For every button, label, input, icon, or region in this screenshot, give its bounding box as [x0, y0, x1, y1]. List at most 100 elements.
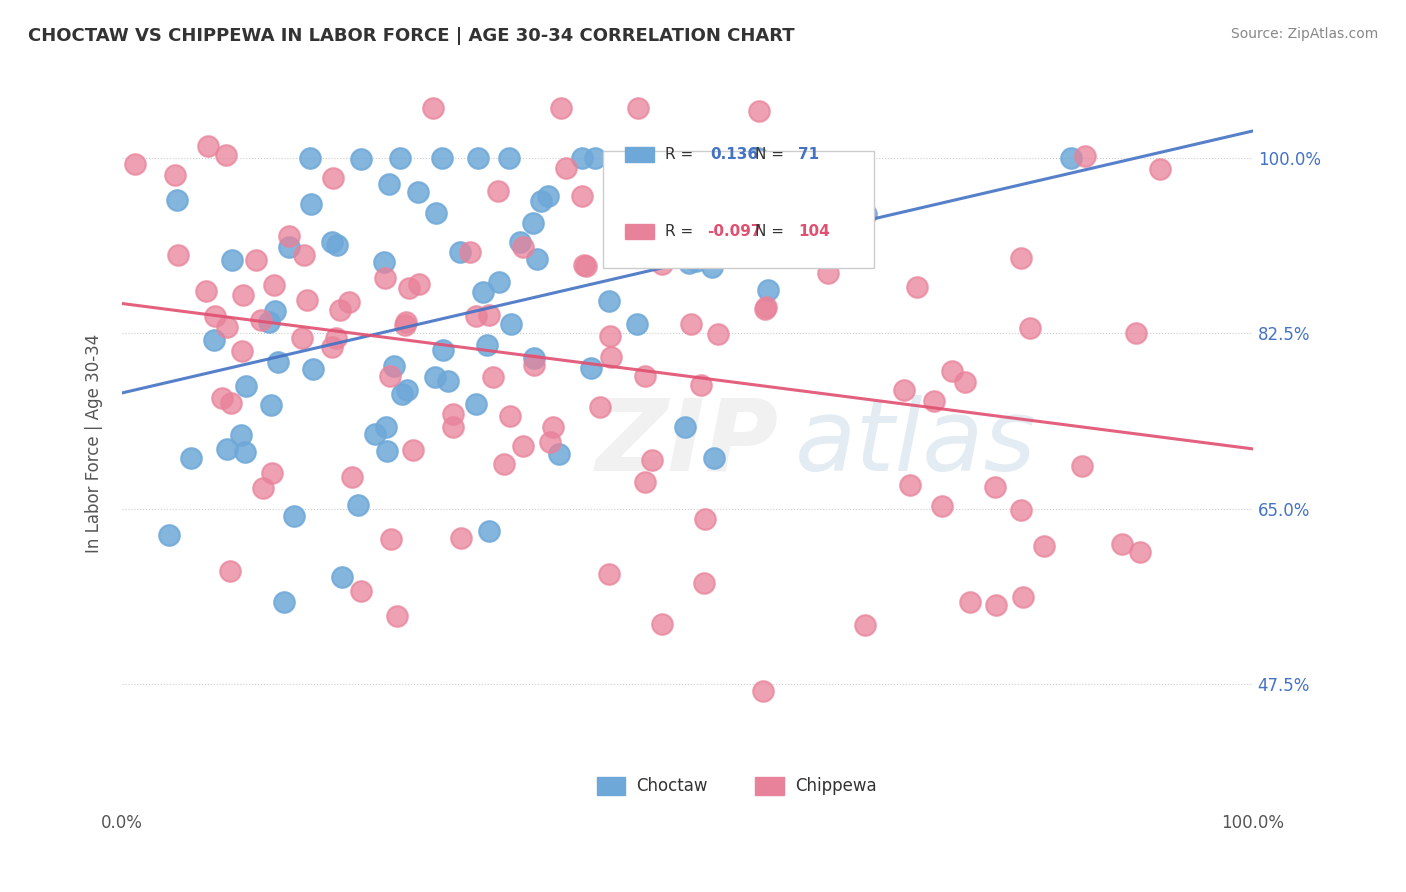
Point: [408, 277, 430, 292]
Point: [983, 479, 1005, 493]
Point: [494, 457, 516, 471]
Point: [817, 266, 839, 280]
Point: [266, 355, 288, 369]
Point: [806, 225, 828, 239]
Point: [523, 351, 546, 366]
Point: [325, 331, 347, 345]
Point: [755, 300, 778, 314]
Point: [373, 254, 395, 268]
Point: [422, 101, 444, 115]
Point: [651, 257, 673, 271]
Point: [425, 206, 447, 220]
Point: [748, 103, 770, 118]
Text: atlas: atlas: [794, 395, 1036, 492]
Text: R =: R =: [665, 147, 693, 161]
Point: [589, 400, 612, 414]
Text: 104: 104: [799, 224, 830, 239]
Point: [953, 375, 976, 389]
Point: [984, 599, 1007, 613]
Point: [232, 288, 254, 302]
Text: N =: N =: [755, 224, 785, 239]
Point: [941, 364, 963, 378]
Point: [754, 301, 776, 316]
Point: [501, 317, 523, 331]
Point: [166, 247, 188, 261]
Point: [1010, 503, 1032, 517]
Point: [231, 428, 253, 442]
Point: [499, 409, 522, 424]
Point: [278, 228, 301, 243]
Point: [157, 528, 180, 542]
Point: [382, 359, 405, 373]
Point: [709, 241, 731, 255]
Point: [194, 284, 217, 298]
Point: [1149, 161, 1171, 176]
Point: [690, 378, 713, 392]
Point: [512, 240, 534, 254]
Point: [486, 184, 509, 198]
Point: [555, 161, 578, 175]
Point: [330, 570, 353, 584]
Point: [347, 498, 370, 512]
Point: [1010, 252, 1032, 266]
Point: [273, 595, 295, 609]
Point: [482, 369, 505, 384]
Text: CHOCTAW VS CHIPPEWA IN LABOR FORCE | AGE 30-34 CORRELATION CHART: CHOCTAW VS CHIPPEWA IN LABOR FORCE | AGE…: [28, 27, 794, 45]
Point: [298, 151, 321, 165]
Point: [432, 343, 454, 358]
Point: [395, 315, 418, 329]
Point: [277, 240, 299, 254]
Point: [641, 453, 664, 467]
Point: [1071, 458, 1094, 473]
Point: [214, 148, 236, 162]
Point: [1129, 545, 1152, 559]
Point: [350, 152, 373, 166]
Point: [673, 420, 696, 434]
Point: [260, 399, 283, 413]
Point: [1074, 149, 1097, 163]
Point: [375, 444, 398, 458]
Point: [1033, 539, 1056, 553]
Point: [217, 442, 239, 457]
Point: [263, 304, 285, 318]
Point: [598, 293, 620, 308]
Point: [204, 309, 226, 323]
Point: [430, 151, 453, 165]
Point: [498, 151, 520, 165]
Point: [1011, 590, 1033, 604]
Point: [458, 244, 481, 259]
Point: [853, 617, 876, 632]
Point: [583, 151, 606, 165]
Point: [245, 252, 267, 267]
Point: [488, 275, 510, 289]
Point: [685, 254, 707, 268]
Point: [402, 442, 425, 457]
Point: [627, 101, 650, 115]
Point: [337, 295, 360, 310]
Point: [326, 237, 349, 252]
Y-axis label: In Labor Force | Age 30-34: In Labor Force | Age 30-34: [86, 334, 103, 553]
Point: [467, 151, 489, 165]
Point: [291, 331, 314, 345]
Point: [252, 481, 274, 495]
Point: [263, 278, 285, 293]
Point: [292, 248, 315, 262]
Text: R =: R =: [665, 224, 693, 239]
Point: [522, 216, 544, 230]
Point: [166, 193, 188, 207]
Point: [756, 283, 779, 297]
Point: [548, 446, 571, 460]
Point: [449, 245, 471, 260]
Point: [423, 370, 446, 384]
Point: [700, 260, 723, 274]
FancyBboxPatch shape: [603, 151, 875, 268]
Point: [1125, 326, 1147, 340]
Point: [1111, 537, 1133, 551]
Point: [572, 258, 595, 272]
Point: [1019, 320, 1042, 334]
Point: [893, 383, 915, 397]
Point: [396, 383, 419, 397]
Point: [340, 470, 363, 484]
Point: [703, 451, 725, 466]
Point: [599, 351, 621, 365]
